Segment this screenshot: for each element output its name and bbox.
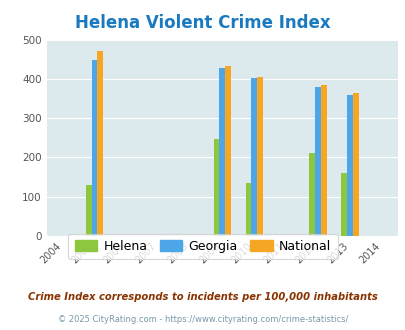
- Legend: Helena, Georgia, National: Helena, Georgia, National: [68, 234, 337, 259]
- Bar: [92, 60, 97, 236]
- Bar: [213, 139, 219, 236]
- Bar: [256, 77, 262, 236]
- Bar: [225, 66, 230, 236]
- Text: Crime Index corresponds to incidents per 100,000 inhabitants: Crime Index corresponds to incidents per…: [28, 292, 377, 302]
- Text: © 2025 CityRating.com - https://www.cityrating.com/crime-statistics/: © 2025 CityRating.com - https://www.city…: [58, 315, 347, 324]
- Bar: [219, 68, 225, 236]
- Bar: [245, 183, 251, 236]
- Text: Helena Violent Crime Index: Helena Violent Crime Index: [75, 14, 330, 32]
- Bar: [86, 185, 92, 236]
- Bar: [352, 93, 358, 236]
- Bar: [309, 153, 314, 236]
- Bar: [314, 87, 320, 236]
- Bar: [97, 51, 103, 236]
- Bar: [320, 85, 326, 236]
- Bar: [341, 173, 346, 236]
- Bar: [251, 78, 256, 236]
- Bar: [346, 95, 352, 236]
